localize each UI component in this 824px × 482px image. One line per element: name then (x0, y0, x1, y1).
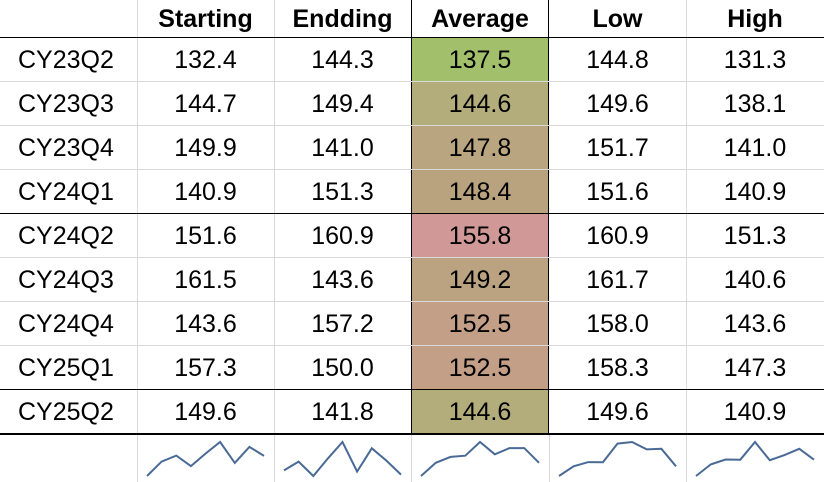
starting-cell: 149.6 (174, 397, 237, 426)
table-row: CY25Q1 157.3 150.0 152.5 158.3 147.3 (0, 346, 824, 390)
table-row: CY23Q2 132.4 144.3 137.5 144.8 131.3 (0, 38, 824, 82)
low-cell: 149.6 (586, 397, 649, 426)
low-cell: 151.7 (586, 133, 649, 162)
average-cell: 144.6 (411, 82, 549, 126)
column-header-ending: Endding (292, 4, 393, 33)
grid-hline (0, 125, 824, 126)
sparkline-line (558, 440, 677, 477)
high-cell: 147.3 (723, 353, 787, 382)
starting-cell: 151.6 (174, 221, 237, 250)
ending-cell: 141.0 (311, 133, 374, 162)
period-cell: CY23Q3 (18, 89, 114, 118)
period-cell: CY25Q1 (18, 353, 114, 382)
starting-cell: 132.4 (174, 45, 237, 74)
ending-cell: 141.8 (311, 397, 374, 426)
period-cell: CY24Q4 (18, 309, 114, 338)
grid-hline (0, 37, 824, 38)
grid-hline (0, 257, 824, 258)
average-cell: 155.8 (411, 214, 549, 258)
ending-cell: 151.3 (311, 177, 374, 206)
low-cell: 144.8 (586, 45, 649, 74)
table-row: CY24Q1 140.9 151.3 148.4 151.6 140.9 (0, 170, 824, 214)
grid-vline (274, 0, 275, 482)
average-cell: 147.8 (411, 126, 549, 170)
grid-hline (0, 213, 824, 214)
starting-cell: 157.3 (174, 353, 237, 382)
high-cell: 140.6 (723, 265, 787, 294)
table-row: CY24Q3 161.5 143.6 149.2 161.7 140.6 (0, 258, 824, 302)
high-cell: 138.1 (723, 89, 787, 118)
average-column-border (411, 0, 549, 434)
grid-vline (686, 0, 687, 482)
grid-vline (411, 434, 412, 482)
column-header-low: Low (592, 4, 643, 33)
grid-hline (0, 433, 824, 435)
average-cell: 152.5 (411, 346, 549, 390)
low-cell: 158.3 (586, 353, 649, 382)
period-cell: CY24Q2 (18, 221, 114, 250)
grid-hline (0, 301, 824, 302)
average-cell: 152.5 (411, 302, 549, 346)
period-cell: CY24Q3 (18, 265, 114, 294)
sparkline-line (420, 440, 540, 477)
ending-cell: 157.2 (311, 309, 374, 338)
high-cell: 131.3 (723, 45, 787, 74)
high-cell: 140.9 (723, 177, 787, 206)
sparkline-line (146, 440, 265, 477)
column-header-average: Average (431, 4, 529, 33)
table-row: CY25Q2 149.6 141.8 144.6 149.6 140.9 (0, 390, 824, 434)
period-cell: CY23Q4 (18, 133, 114, 162)
low-cell: 160.9 (586, 221, 649, 250)
high-cell: 141.0 (723, 133, 787, 162)
table-row: CY24Q2 151.6 160.9 155.8 160.9 151.3 (0, 214, 824, 258)
ending-cell: 150.0 (311, 353, 374, 382)
period-cell: CY24Q1 (18, 177, 114, 206)
average-cell: 148.4 (411, 170, 549, 214)
column-header-high: High (727, 4, 783, 33)
table-row: CY23Q3 144.7 149.4 144.6 149.6 138.1 (0, 82, 824, 126)
column-header-starting: Starting (158, 4, 253, 33)
ending-cell: 149.4 (311, 89, 374, 118)
table-row: CY24Q4 143.6 157.2 152.5 158.0 143.6 (0, 302, 824, 346)
header-row: Starting Endding Average Low High (0, 0, 824, 38)
average-cell: 144.6 (411, 390, 549, 434)
high-cell: 151.3 (723, 221, 787, 250)
starting-cell: 143.6 (174, 309, 237, 338)
high-cell: 143.6 (723, 309, 787, 338)
starting-cell: 140.9 (174, 177, 237, 206)
period-cell: CY25Q2 (18, 397, 114, 426)
starting-cell: 161.5 (174, 265, 237, 294)
table-row: CY23Q4 149.9 141.0 147.8 151.7 141.0 (0, 126, 824, 170)
low-cell: 149.6 (586, 89, 649, 118)
starting-cell: 144.7 (174, 89, 237, 118)
low-cell: 158.0 (586, 309, 649, 338)
grid-hline (0, 345, 824, 346)
period-cell: CY23Q2 (18, 45, 114, 74)
grid-vline (137, 0, 138, 482)
average-cell: 149.2 (411, 258, 549, 302)
ending-cell: 144.3 (311, 45, 374, 74)
average-cell: 137.5 (411, 38, 549, 82)
grid-hline (0, 389, 824, 390)
ending-cell: 143.6 (311, 265, 374, 294)
grid-vline (549, 434, 550, 482)
starting-cell: 149.9 (174, 133, 237, 162)
high-cell: 140.9 (723, 397, 787, 426)
low-cell: 161.7 (586, 265, 649, 294)
grid-hline (0, 81, 824, 82)
grid-hline (0, 169, 824, 170)
ending-cell: 160.9 (311, 221, 374, 250)
sparkline-line (283, 440, 402, 478)
low-cell: 151.6 (586, 177, 649, 206)
sparkline-line (695, 440, 815, 477)
